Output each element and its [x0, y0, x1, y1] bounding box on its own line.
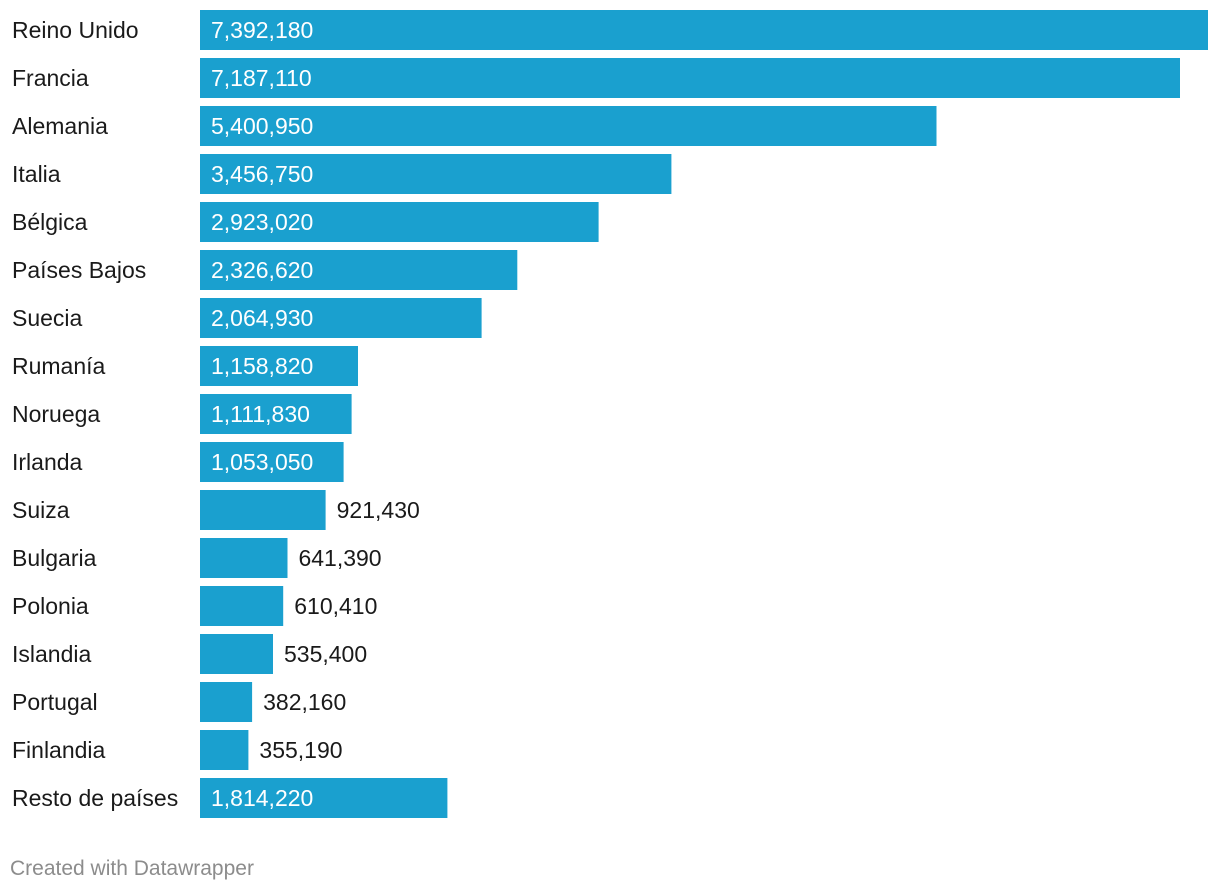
value-label: 610,410: [294, 593, 377, 619]
bar: [200, 730, 249, 770]
bar: [200, 250, 518, 290]
value-label: 1,814,220: [211, 785, 313, 811]
value-label: 1,111,830: [211, 401, 310, 427]
value-label: 535,400: [284, 641, 367, 667]
category-label: Italia: [12, 161, 61, 187]
bar: [200, 634, 273, 674]
chart-rows: Reino Unido 7,392,180 Francia 7,187,110 Alem…: [12, 10, 1208, 818]
value-label: 3,456,750: [211, 161, 313, 187]
bar: [200, 682, 253, 722]
value-label: 2,923,020: [211, 209, 313, 235]
value-label: 5,400,950: [211, 113, 313, 139]
value-label: 7,187,110: [211, 65, 312, 91]
value-label: 2,064,930: [211, 305, 313, 331]
category-label: Polonia: [12, 593, 89, 619]
category-label: Suecia: [12, 305, 83, 331]
category-label: Francia: [12, 65, 89, 91]
category-label: Reino Unido: [12, 17, 139, 43]
bar: [200, 298, 482, 338]
datawrapper-credit[interactable]: Created with Datawrapper: [10, 857, 254, 880]
category-label: Finlandia: [12, 737, 106, 763]
category-label: Noruega: [12, 401, 100, 427]
value-label: 7,392,180: [211, 17, 313, 43]
bar: [200, 58, 1180, 98]
bar: [200, 586, 284, 626]
bar: [200, 154, 672, 194]
bar: [200, 538, 288, 578]
bar: [200, 106, 937, 146]
category-label: Bélgica: [12, 209, 88, 235]
category-label: Resto de países: [12, 785, 178, 811]
value-label: 1,053,050: [211, 449, 313, 475]
bar: [200, 442, 344, 482]
category-label: Irlanda: [12, 449, 83, 475]
category-label: Portugal: [12, 689, 98, 715]
value-label: 641,390: [298, 545, 381, 571]
category-label: Bulgaria: [12, 545, 97, 571]
value-label: 355,190: [259, 737, 342, 763]
bar: [200, 490, 326, 530]
value-label: 2,326,620: [211, 257, 313, 283]
category-label: Suiza: [12, 497, 70, 523]
category-label: Islandia: [12, 641, 91, 667]
value-label: 382,160: [263, 689, 346, 715]
category-label: Países Bajos: [12, 257, 146, 283]
bar: [200, 778, 448, 818]
bar: [200, 202, 599, 242]
bar: [200, 10, 1208, 50]
bar: [200, 394, 352, 434]
value-label: 1,158,820: [211, 353, 313, 379]
category-label: Alemania: [12, 113, 108, 139]
category-label: Rumanía: [12, 353, 106, 379]
value-label: 921,430: [337, 497, 420, 523]
bar: [200, 346, 358, 386]
